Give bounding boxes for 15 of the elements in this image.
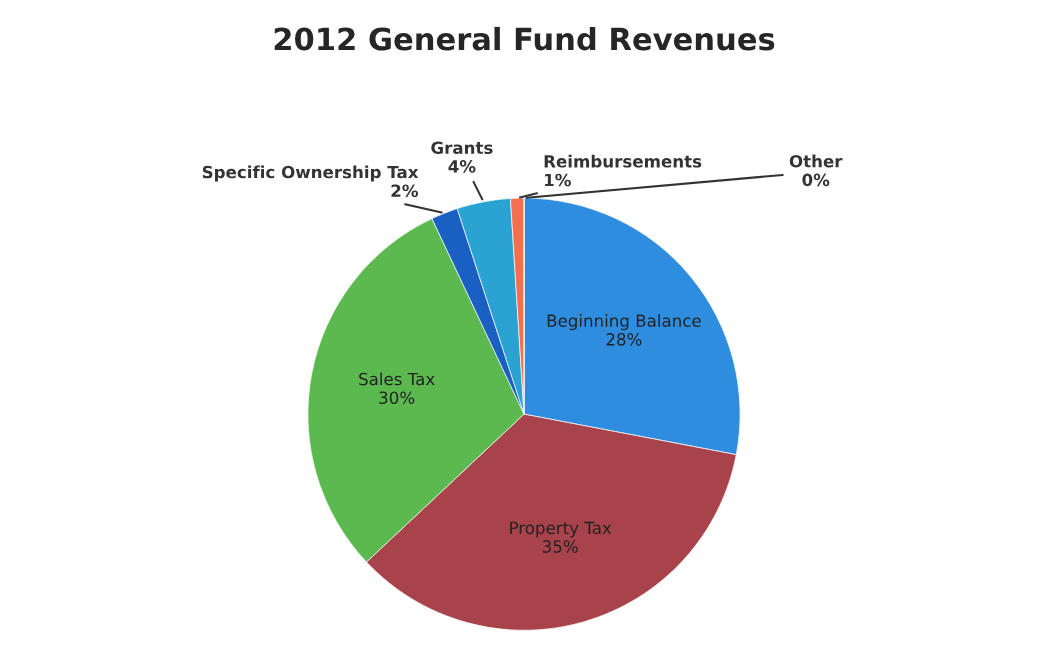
data-label: 35% [542,540,578,553]
text: 0% [802,173,830,187]
data-label: 28% [606,333,642,346]
data-label: 1% [545,173,571,187]
slice-label: Sales Tax [359,372,435,386]
slice-label: Grants [431,141,493,155]
slice-label: Reimbursements [544,154,702,168]
slice-label: Specific Ownership Tax [202,165,419,182]
chart-title: 2012 General Fund Revenues [274,26,775,51]
category-label: Other [789,154,843,168]
data-label: 4% [448,160,476,173]
data-label: 2% [391,184,418,198]
slice-label: Property Tax [510,521,612,538]
slice-label: Beginning Balance [547,314,701,331]
data-label: 30% [379,391,415,405]
